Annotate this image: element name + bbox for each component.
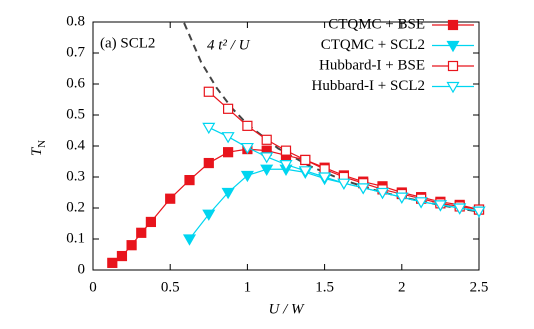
marker	[202, 209, 216, 221]
legend-label: CTQMC + BSE	[328, 16, 425, 32]
curve-label: 4 t² / U	[207, 37, 251, 53]
legend-marker	[446, 40, 460, 53]
marker	[433, 200, 447, 212]
legend-marker	[446, 81, 460, 94]
marker	[136, 227, 147, 238]
x-tick-label: 2.5	[470, 279, 489, 295]
marker	[260, 152, 274, 164]
y-axis-label: TN	[29, 140, 47, 156]
x-tick-label: 1.5	[315, 279, 334, 295]
marker	[165, 193, 176, 204]
marker	[145, 216, 156, 228]
marker	[203, 157, 214, 169]
marker	[318, 172, 332, 184]
marker	[395, 192, 409, 204]
panel-label: (a) SCL2	[100, 35, 155, 51]
marker	[261, 134, 272, 145]
y-tick-label: 0.6	[66, 75, 85, 91]
marker	[472, 206, 486, 218]
marker	[126, 240, 137, 251]
marker	[240, 142, 254, 155]
legend-marker	[447, 60, 459, 72]
marker	[414, 197, 428, 209]
marker	[221, 132, 235, 144]
marker	[356, 183, 370, 195]
y-label-main: T	[29, 146, 45, 156]
y-label-sub: N	[36, 140, 48, 148]
x-axis-label: U / W	[269, 301, 306, 317]
legend-label: Hubbard-I + BSE	[319, 57, 425, 73]
marker	[260, 164, 274, 176]
marker	[184, 175, 195, 186]
marker	[182, 234, 197, 246]
y-tick-label: 0.5	[66, 106, 85, 122]
marker	[107, 257, 118, 268]
y-tick-label: 0.8	[66, 13, 85, 29]
marker	[337, 178, 351, 190]
y-tick-label: 0.1	[66, 230, 85, 246]
series-line	[111, 148, 480, 264]
marker	[203, 86, 214, 97]
y-tick-label: 0.2	[66, 199, 85, 215]
marker	[223, 147, 234, 158]
y-tick-label: 0.7	[66, 44, 85, 60]
legend-label: Hubbard-I + SCL2	[312, 78, 425, 94]
y-tick-label: 0	[78, 261, 86, 277]
marker	[223, 103, 234, 114]
y-tick-label: 0.3	[66, 168, 85, 184]
marker	[453, 203, 467, 215]
marker	[300, 154, 311, 166]
marker	[116, 250, 128, 262]
legend-marker	[447, 19, 459, 31]
legend-label: CTQMC + SCL2	[321, 37, 425, 53]
marker	[202, 122, 216, 135]
y-tick-label: 0.4	[66, 137, 85, 153]
x-tick-label: 2	[398, 279, 406, 295]
marker	[280, 145, 292, 156]
marker	[240, 170, 254, 183]
x-tick-label: 0.5	[161, 279, 180, 295]
marker	[242, 120, 253, 131]
marker	[221, 187, 235, 200]
marker	[375, 187, 390, 200]
marker	[298, 166, 312, 178]
marker	[279, 160, 293, 172]
x-tick-label: 0	[89, 279, 97, 295]
x-tick-label: 1	[244, 279, 252, 295]
